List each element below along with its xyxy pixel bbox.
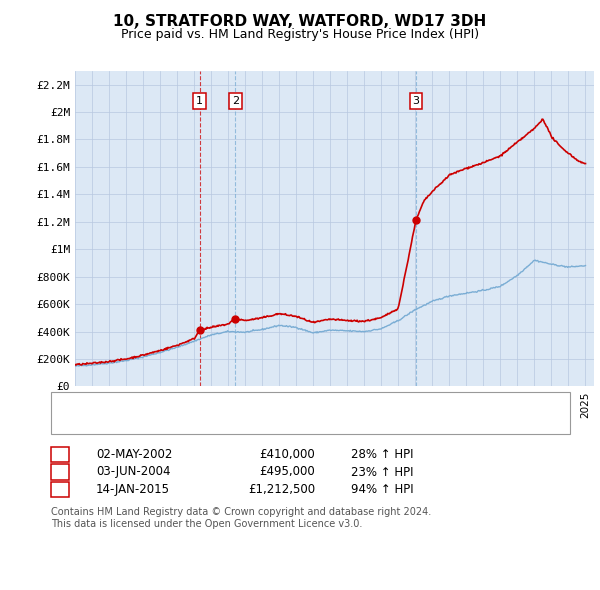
Text: 3: 3 [56,483,64,496]
Text: 14-JAN-2015: 14-JAN-2015 [96,483,170,496]
Text: 94% ↑ HPI: 94% ↑ HPI [351,483,413,496]
Text: 03-JUN-2004: 03-JUN-2004 [96,466,170,478]
Text: 23% ↑ HPI: 23% ↑ HPI [351,466,413,478]
Text: 1: 1 [56,448,64,461]
Text: 2: 2 [232,96,239,106]
Text: HPI: Average price, detached house, Watford: HPI: Average price, detached house, Watf… [96,415,361,428]
Text: Contains HM Land Registry data © Crown copyright and database right 2024.
This d: Contains HM Land Registry data © Crown c… [51,507,431,529]
Text: 02-MAY-2002: 02-MAY-2002 [96,448,172,461]
Text: 10, STRATFORD WAY, WATFORD, WD17 3DH: 10, STRATFORD WAY, WATFORD, WD17 3DH [113,14,487,30]
Text: £495,000: £495,000 [259,466,315,478]
Text: £1,212,500: £1,212,500 [248,483,315,496]
Text: 28% ↑ HPI: 28% ↑ HPI [351,448,413,461]
Text: £410,000: £410,000 [259,448,315,461]
Text: 3: 3 [413,96,419,106]
Text: Price paid vs. HM Land Registry's House Price Index (HPI): Price paid vs. HM Land Registry's House … [121,28,479,41]
Text: 10, STRATFORD WAY, WATFORD, WD17 3DH (detached house): 10, STRATFORD WAY, WATFORD, WD17 3DH (de… [96,398,463,411]
Text: 1: 1 [196,96,203,106]
Text: 2: 2 [56,466,64,478]
